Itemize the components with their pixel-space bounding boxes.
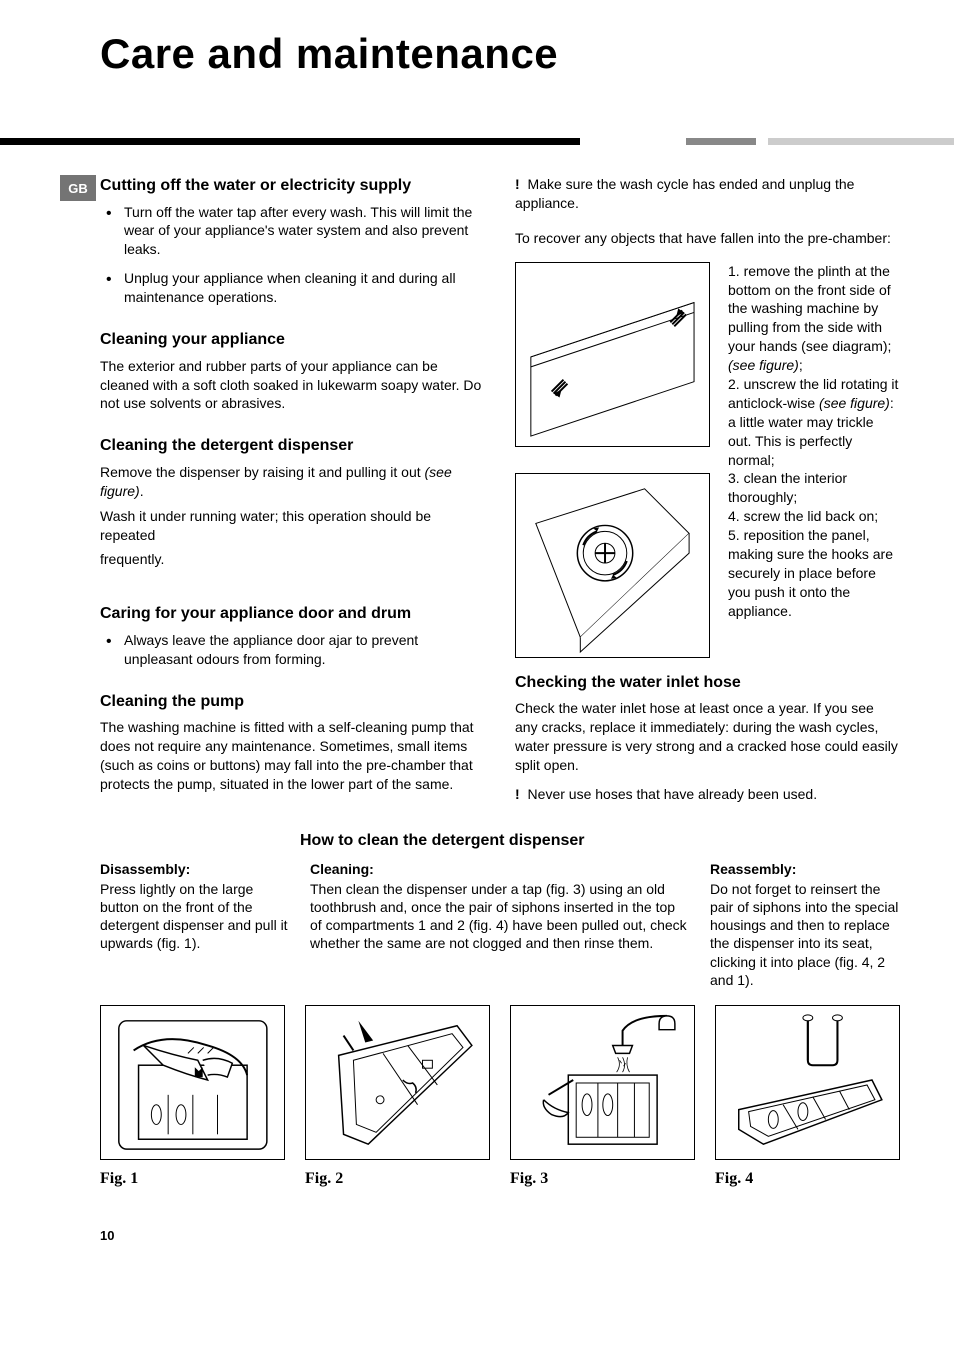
steps-text: 1. remove the plinth at the bottom on th… <box>728 262 900 658</box>
figure-caption: Fig. 2 <box>305 1170 490 1188</box>
fig1-diagram-icon <box>104 1006 282 1159</box>
body-text: Then clean the dispenser under a tap (fi… <box>310 880 690 953</box>
sub-heading: Reassembly: <box>710 860 900 878</box>
body-text: Remove the dispenser by raising it and p… <box>100 463 485 501</box>
sub-heading: Cleaning: <box>310 860 690 878</box>
page-number: 10 <box>100 1228 900 1243</box>
body-text: The exterior and rubber parts of your ap… <box>100 357 485 414</box>
bar-gap <box>756 138 768 145</box>
body-text: Wash it under running water; this operat… <box>100 507 485 545</box>
reassembly-block: Reassembly: Do not forget to reinsert th… <box>710 860 900 989</box>
body-text: Do not forget to reinsert the pair of si… <box>710 880 900 989</box>
language-tab: GB <box>60 175 96 201</box>
figure-4 <box>715 1005 900 1160</box>
body-text: The washing machine is fitted with a sel… <box>100 718 485 794</box>
figure-3 <box>510 1005 695 1160</box>
fig2-diagram-icon <box>309 1006 487 1159</box>
bar-gap <box>580 138 686 145</box>
sub-heading: Disassembly: <box>100 860 290 878</box>
heading-inlet-hose: Checking the water inlet hose <box>515 672 900 694</box>
heading-detergent-dispenser: Cleaning the detergent dispenser <box>100 435 485 457</box>
bullet-item: Always leave the appliance door ajar to … <box>100 631 485 669</box>
heading-cleaning-pump: Cleaning the pump <box>100 691 485 713</box>
lid-diagram-icon <box>516 474 709 657</box>
plinth-diagram-icon <box>516 263 709 446</box>
fig4-diagram-icon <box>719 1006 897 1159</box>
left-column: Cutting off the water or electricity sup… <box>100 175 485 810</box>
body-text: Check the water inlet hose at least once… <box>515 699 900 775</box>
page-title: Care and maintenance <box>100 30 900 78</box>
fig3-diagram-icon <box>514 1006 692 1159</box>
disassembly-block: Disassembly: Press lightly on the large … <box>100 860 290 989</box>
figure-plinth-removal <box>515 262 710 447</box>
bar-segment-lightgray <box>768 138 954 145</box>
heading-cleaning-appliance: Cleaning your appliance <box>100 329 485 351</box>
heading-how-to-clean: How to clean the detergent dispenser <box>300 832 900 850</box>
figure-2 <box>305 1005 490 1160</box>
bullet-item: Turn off the water tap after every wash.… <box>100 203 485 260</box>
warning-text: Never use hoses that have already been u… <box>515 785 900 804</box>
bar-segment-black <box>0 138 580 145</box>
figure-caption: Fig. 4 <box>715 1170 900 1188</box>
figure-caption: Fig. 3 <box>510 1170 695 1188</box>
cleaning-block: Cleaning: Then clean the dispenser under… <box>310 860 690 989</box>
bar-segment-darkgray <box>686 138 756 145</box>
right-column: Make sure the wash cycle has ended and u… <box>515 175 900 810</box>
heading-door-drum: Caring for your appliance door and drum <box>100 603 485 625</box>
body-text: Press lightly on the large button on the… <box>100 880 290 953</box>
figure-lid-unscrew <box>515 473 710 658</box>
heading-cutting-off: Cutting off the water or electricity sup… <box>100 175 485 197</box>
warning-text: Make sure the wash cycle has ended and u… <box>515 175 900 213</box>
figure-caption: Fig. 1 <box>100 1170 285 1188</box>
bullet-item: Unplug your appliance when cleaning it a… <box>100 269 485 307</box>
body-text: To recover any objects that have fallen … <box>515 229 900 248</box>
body-text: frequently. <box>100 550 485 569</box>
header-separator <box>0 138 954 145</box>
figure-1 <box>100 1005 285 1160</box>
